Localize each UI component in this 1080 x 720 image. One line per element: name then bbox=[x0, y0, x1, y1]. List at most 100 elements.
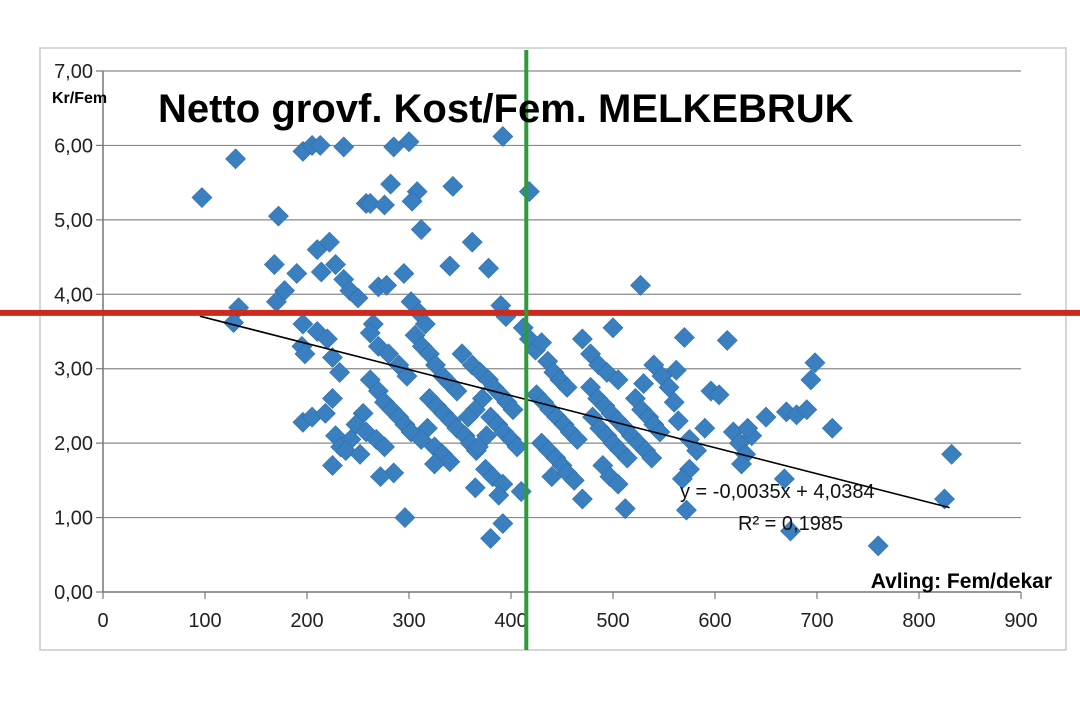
x-tick-label: 100 bbox=[188, 610, 221, 632]
data-point bbox=[671, 468, 693, 490]
data-point bbox=[314, 402, 336, 424]
data-point bbox=[633, 373, 655, 395]
reference-lines bbox=[0, 50, 1080, 650]
data-point bbox=[439, 255, 461, 277]
data-point bbox=[602, 317, 624, 339]
data-point bbox=[488, 484, 510, 506]
trendline bbox=[199, 315, 950, 509]
gridlines bbox=[103, 70, 1021, 519]
data-point bbox=[376, 274, 397, 296]
data-point bbox=[737, 417, 759, 439]
data-points bbox=[191, 126, 963, 557]
plot-frame bbox=[39, 47, 1067, 651]
data-point bbox=[614, 498, 636, 520]
data-point bbox=[374, 194, 395, 216]
x-tick-label: 700 bbox=[800, 610, 833, 632]
data-point bbox=[309, 135, 331, 156]
data-point bbox=[359, 193, 381, 214]
data-point bbox=[934, 488, 955, 510]
trendline-group bbox=[199, 315, 950, 509]
data-point bbox=[616, 447, 638, 469]
data-point bbox=[370, 466, 391, 488]
data-point bbox=[492, 126, 514, 147]
data-point bbox=[322, 455, 343, 476]
data-point bbox=[566, 428, 588, 450]
data-point bbox=[556, 376, 578, 398]
data-point bbox=[663, 391, 685, 413]
y-tick-label: 7,00 bbox=[54, 61, 93, 83]
data-point bbox=[563, 469, 585, 491]
data-point bbox=[571, 488, 593, 510]
data-point bbox=[292, 313, 314, 335]
data-point bbox=[773, 468, 795, 490]
data-point bbox=[694, 417, 716, 439]
data-point bbox=[731, 453, 752, 475]
data-point bbox=[414, 313, 436, 335]
data-point bbox=[325, 254, 346, 275]
data-point bbox=[322, 347, 343, 368]
x-tick-label: 800 bbox=[902, 610, 935, 632]
data-point bbox=[630, 274, 651, 296]
data-point bbox=[641, 447, 663, 469]
trend-r2: R² = 0,1985 bbox=[738, 513, 843, 535]
data-point bbox=[380, 173, 402, 195]
y-axis-label: Kr/Fem bbox=[52, 90, 107, 107]
data-point bbox=[335, 440, 357, 462]
data-point bbox=[333, 136, 355, 158]
data-point bbox=[310, 261, 332, 283]
y-tick-label: 0,00 bbox=[54, 582, 93, 604]
data-point bbox=[286, 263, 308, 284]
data-point bbox=[393, 263, 415, 284]
data-point bbox=[225, 148, 247, 170]
chart-title: Netto grovf. Kost/Fem. MELKEBRUK bbox=[158, 87, 854, 131]
data-point bbox=[446, 380, 468, 402]
data-point bbox=[294, 343, 316, 365]
data-point bbox=[518, 181, 540, 202]
data-point bbox=[667, 410, 689, 432]
data-point bbox=[410, 219, 432, 240]
data-point bbox=[457, 406, 479, 428]
data-point bbox=[480, 527, 502, 549]
data-point bbox=[607, 369, 629, 391]
data-point bbox=[263, 254, 285, 275]
data-point bbox=[439, 451, 461, 473]
data-point bbox=[359, 322, 381, 344]
data-point bbox=[673, 327, 695, 348]
data-point bbox=[571, 328, 593, 350]
data-point bbox=[223, 312, 244, 333]
x-axis-label: Avling: Fem/dekar bbox=[871, 570, 1052, 593]
data-point bbox=[461, 231, 483, 253]
x-tick-label: 300 bbox=[392, 610, 425, 632]
data-point bbox=[424, 453, 445, 475]
data-point bbox=[755, 406, 777, 428]
data-point bbox=[665, 359, 687, 381]
data-point bbox=[804, 352, 826, 374]
y-tick-label: 6,00 bbox=[54, 135, 93, 157]
data-point bbox=[941, 443, 963, 465]
data-point bbox=[676, 499, 697, 521]
data-point bbox=[398, 131, 420, 153]
data-point bbox=[329, 362, 351, 383]
data-point bbox=[467, 436, 489, 458]
data-point bbox=[464, 477, 486, 499]
data-point bbox=[502, 399, 524, 421]
y-tick-label: 3,00 bbox=[54, 359, 93, 381]
y-tick-label: 4,00 bbox=[54, 284, 93, 306]
data-point bbox=[451, 343, 473, 365]
data-point bbox=[821, 417, 843, 439]
x-tick-label: 900 bbox=[1004, 610, 1037, 632]
y-tick-label: 1,00 bbox=[54, 508, 93, 530]
x-tick-label: 200 bbox=[290, 610, 323, 632]
x-tick-label: 600 bbox=[698, 610, 731, 632]
data-point bbox=[347, 287, 369, 309]
data-point bbox=[319, 231, 340, 253]
x-tick-label: 0 bbox=[97, 610, 108, 632]
data-point bbox=[867, 535, 889, 557]
y-tick-label: 2,00 bbox=[54, 433, 93, 455]
data-point bbox=[191, 187, 213, 208]
data-point bbox=[322, 388, 343, 409]
data-point bbox=[649, 421, 671, 443]
y-tick-labels: 0,00 1,00 2,00 3,00 4,00 5,00 6,00 7,00 bbox=[54, 61, 93, 604]
data-point bbox=[401, 190, 423, 212]
